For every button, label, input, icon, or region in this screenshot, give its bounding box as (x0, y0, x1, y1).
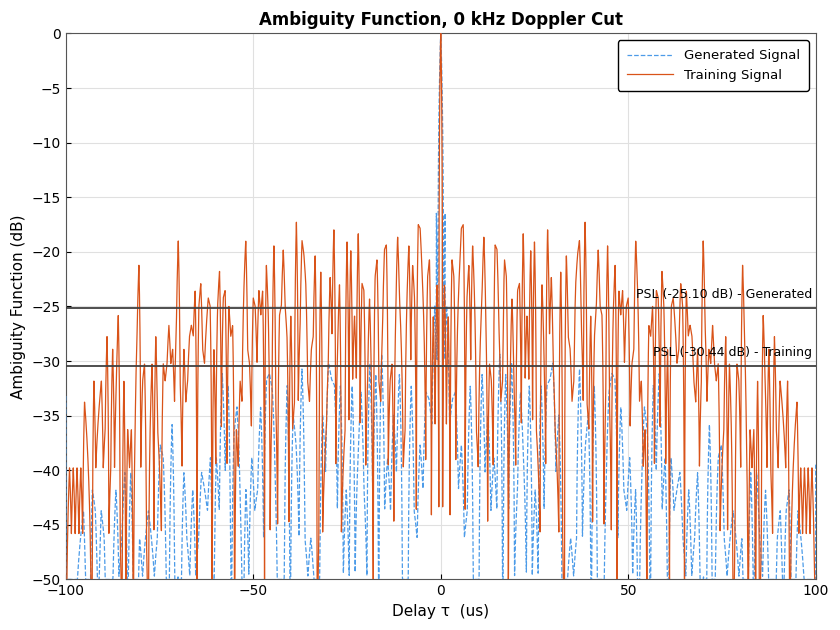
Training Signal (60, 576, 71, 583)
Line: Training Signal: Training Signal (66, 33, 816, 580)
Training Signal (617, 296, 627, 304)
Generated Signal (505, 427, 515, 434)
Training Signal (657, 272, 667, 279)
X-axis label: Delay τ  (us): Delay τ (us) (392, 604, 490, 619)
Training Signal (505, 407, 515, 415)
Generated Signal (436, 30, 446, 37)
Text: PSL (-30.44 dB) - Training: PSL (-30.44 dB) - Training (653, 346, 812, 359)
Line: Generated Signal: Generated Signal (66, 33, 816, 580)
Generated Signal (60, 576, 71, 583)
Y-axis label: Ambiguity Function (dB): Ambiguity Function (dB) (11, 214, 26, 399)
Generated Signal (60, 392, 71, 400)
Title: Ambiguity Function, 0 kHz Doppler Cut: Ambiguity Function, 0 kHz Doppler Cut (259, 11, 622, 29)
Generated Signal (657, 486, 667, 493)
Training Signal (436, 30, 446, 37)
Training Signal (333, 358, 343, 366)
Training Signal (98, 459, 108, 467)
Legend: Generated Signal, Training Signal: Generated Signal, Training Signal (617, 40, 809, 91)
Training Signal (538, 289, 548, 296)
Generated Signal (811, 461, 821, 469)
Generated Signal (538, 418, 548, 426)
Text: PSL (-25.10 dB) - Generated: PSL (-25.10 dB) - Generated (636, 288, 812, 301)
Generated Signal (617, 425, 627, 433)
Generated Signal (333, 505, 343, 512)
Generated Signal (98, 528, 108, 536)
Training Signal (811, 576, 821, 583)
